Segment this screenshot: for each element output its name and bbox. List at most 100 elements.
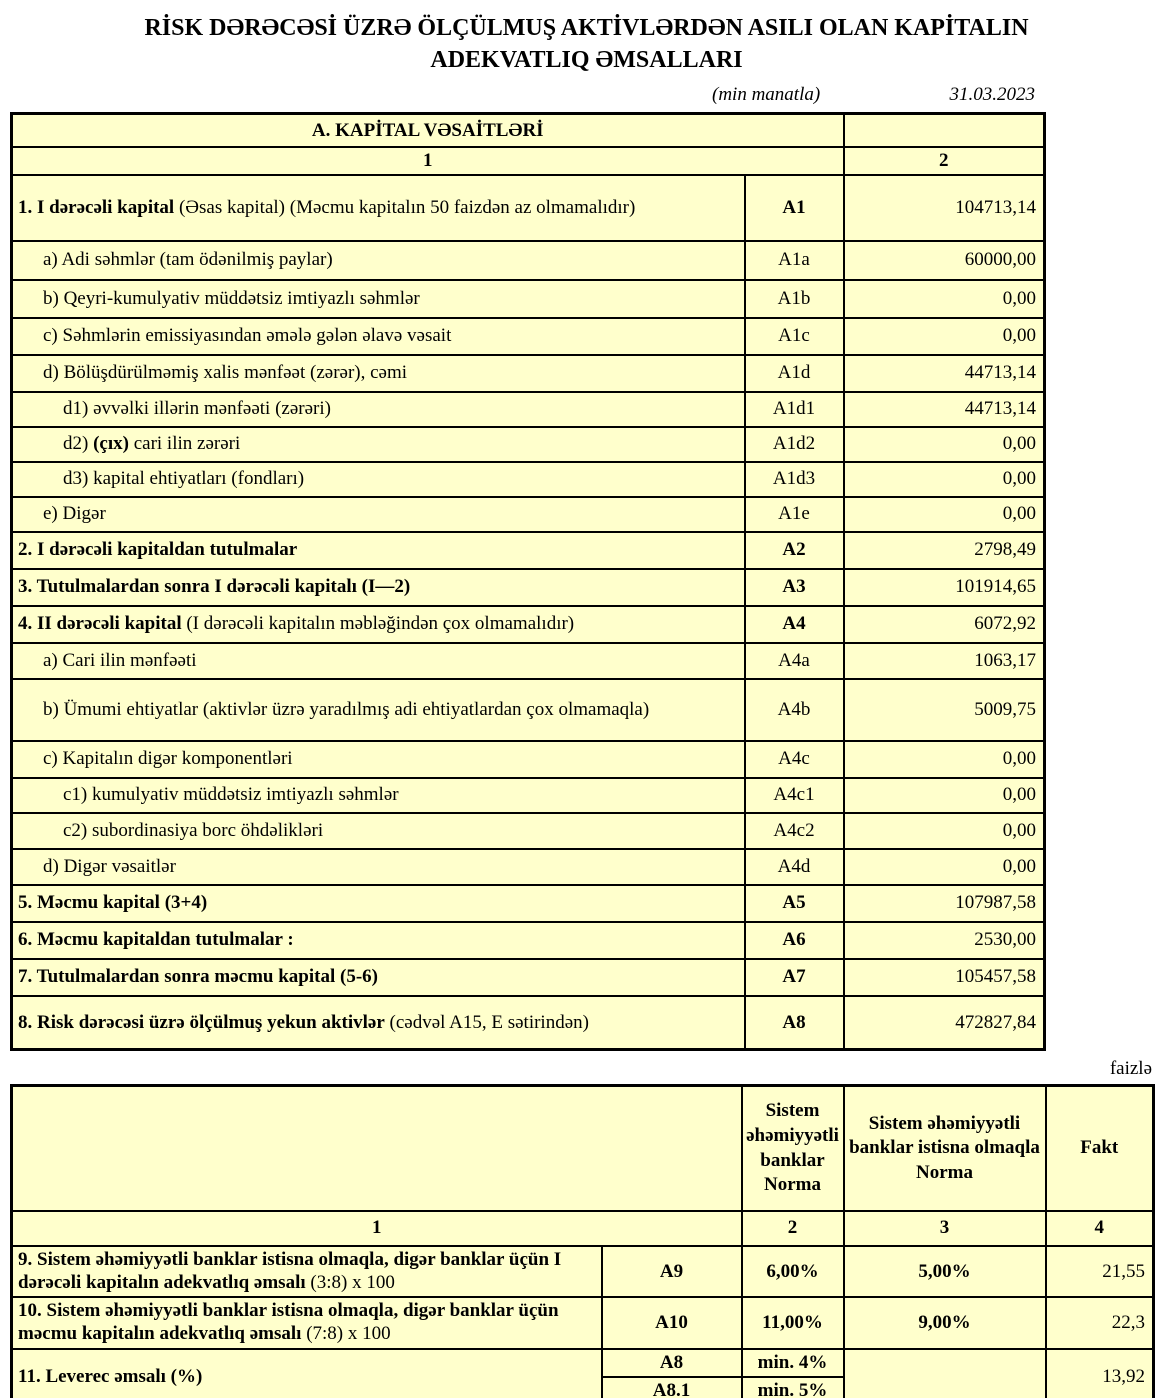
row-label: 1. I dərəcəli kapital (Əsas kapital) (Mə… — [10, 173, 746, 242]
row-code: A1c — [743, 316, 845, 356]
table-row: c) Səhmlərin emissiyasından əmələ gələn … — [10, 316, 1046, 356]
row-value: 5009,75 — [842, 677, 1046, 742]
table-row: 11. Leverec əmsalı (%) A8 min. 4% 13,92 — [10, 1348, 1155, 1398]
row-other-norma: 9,00% — [842, 1296, 1047, 1351]
table-row: 6. Məcmu kapitaldan tutulmalar : A6 2530… — [10, 920, 1046, 960]
leverage-row-label: 11. Leverec əmsalı (%) — [10, 1348, 603, 1398]
row-label: c1) kumulyativ müddətsiz imtiyazlı səhml… — [10, 776, 746, 814]
row-code: A4c — [743, 739, 845, 779]
row-label: e) Digər — [10, 495, 746, 533]
table-row: d) Digər vəsaitlər A4d 0,00 — [10, 847, 1046, 886]
unit-note: (min manatla) — [712, 84, 821, 106]
row-label: c) Səhmlərin emissiyasından əmələ gələn … — [10, 316, 746, 356]
row-value: 0,00 — [842, 425, 1046, 463]
row-value: 0,00 — [842, 460, 1046, 498]
row-value: 2530,00 — [842, 920, 1046, 960]
table-row: c2) subordinasiya borc öhdəlikləri A4c2 … — [10, 811, 1046, 850]
row-label: 5. Məcmu kapital (3+4) — [10, 883, 746, 923]
row-value: 0,00 — [842, 495, 1046, 533]
ratio-table: Sistem əhəmiyyətli banklar Norma Sistem … — [10, 1084, 1155, 1398]
report-title-line2: ADEKVATLIQ ƏMSALLARI — [430, 46, 743, 73]
row-value: 101914,65 — [842, 567, 1046, 607]
row-label: 9. Sistem əhəmiyyətli banklar istisna ol… — [10, 1244, 603, 1299]
table-row: b) Qeyri-kumulyativ müddətsiz imtiyazlı … — [10, 278, 1046, 319]
table-row: d3) kapital ehtiyatları (fondları) A1d3 … — [10, 460, 1046, 498]
row-label: 6. Məcmu kapitaldan tutulmalar : — [10, 920, 746, 960]
row-label: d1) əvvəlki illərin mənfəəti (zərəri) — [10, 390, 746, 428]
ratio-table-header-sys-norma: Sistem əhəmiyyətli banklar Norma — [740, 1084, 845, 1212]
table-row: 1. I dərəcəli kapital (Əsas kapital) (Mə… — [10, 173, 1046, 242]
table-row: 9. Sistem əhəmiyyətli banklar istisna ol… — [10, 1244, 1155, 1299]
row-label: d) Bölüşdürülməmiş xalis mənfəət (zərər)… — [10, 353, 746, 393]
row-label: 2. I dərəcəli kapitaldan tutulmalar — [10, 530, 746, 570]
capital-table-colnum-2: 2 — [842, 145, 1046, 176]
row-value: 60000,00 — [842, 239, 1046, 281]
capital-table-header-empty-cell — [842, 112, 1046, 148]
table-row: d) Bölüşdürülməmiş xalis mənfəət (zərər)… — [10, 353, 1046, 393]
row-code: A1d1 — [743, 390, 845, 428]
table-row: c1) kumulyativ müddətsiz imtiyazlı səhml… — [10, 776, 1046, 814]
report-title: RİSK DƏRƏCƏSİ ÜZRƏ ÖLÇÜLMUŞ AKTİVLƏRDƏN … — [0, 13, 1173, 76]
row-label: b) Ümumi ehtiyatlar (aktivlər üzrə yarad… — [10, 677, 746, 742]
row-label: 10. Sistem əhəmiyyətli banklar istisna o… — [10, 1296, 603, 1351]
table-row: 10. Sistem əhəmiyyətli banklar istisna o… — [10, 1296, 1155, 1351]
row-value: 107987,58 — [842, 883, 1046, 923]
meta-row: (min manatla) 31.03.2023 — [0, 84, 1173, 110]
row-value: 0,00 — [842, 739, 1046, 779]
row-label: c) Kapitalın digər komponentləri — [10, 739, 746, 779]
row-code: A5 — [743, 883, 845, 923]
row-code: A6 — [743, 920, 845, 960]
row-label: b) Qeyri-kumulyativ müddətsiz imtiyazlı … — [10, 278, 746, 319]
row-value: 6072,92 — [842, 604, 1046, 644]
row-code: A1 — [743, 173, 845, 242]
row-sys-norma: 11,00% — [740, 1296, 845, 1351]
row-code: A4c1 — [743, 776, 845, 814]
row-value: 0,00 — [842, 278, 1046, 319]
row-value: 0,00 — [842, 811, 1046, 850]
row-fakt: 21,55 — [1044, 1244, 1155, 1299]
row-value: 2798,49 — [842, 530, 1046, 570]
row-code: A1d — [743, 353, 845, 393]
row-label: 7. Tutulmalardan sonra məcmu kapital (5-… — [10, 957, 746, 997]
row-code: A1d2 — [743, 425, 845, 463]
report-title-line1: RİSK DƏRƏCƏSİ ÜZRƏ ÖLÇÜLMUŞ AKTİVLƏRDƏN … — [144, 15, 1029, 41]
leverage-fakt: 13,92 — [1044, 1348, 1155, 1398]
row-code: A4a — [743, 641, 845, 680]
row-value: 1063,17 — [842, 641, 1046, 680]
row-value: 105457,58 — [842, 957, 1046, 997]
row-fakt: 22,3 — [1044, 1296, 1155, 1351]
ratio-table-colnum-4: 4 — [1044, 1209, 1155, 1247]
row-code: A2 — [743, 530, 845, 570]
capital-table-colnum-1: 1 — [10, 145, 845, 176]
row-value: 472827,84 — [842, 994, 1046, 1051]
row-code: A1a — [743, 239, 845, 281]
row-value: 0,00 — [842, 316, 1046, 356]
row-label: 8. Risk dərəcəsi üzrə ölçülmuş yekun akt… — [10, 994, 746, 1051]
ratio-table-colnum-3: 3 — [842, 1209, 1047, 1247]
table-row: a) Cari ilin mənfəəti A4a 1063,17 — [10, 641, 1046, 680]
ratio-table-header-fakt: Fakt — [1044, 1084, 1155, 1212]
row-value: 44713,14 — [842, 390, 1046, 428]
row-code: A1e — [743, 495, 845, 533]
table-row: e) Digər A1e 0,00 — [10, 495, 1046, 533]
row-value: 104713,14 — [842, 173, 1046, 242]
table-row: 3. Tutulmalardan sonra I dərəcəli kapita… — [10, 567, 1046, 607]
row-code: A4d — [743, 847, 845, 886]
table-row: A8.1 min. 5% — [12, 1376, 1154, 1398]
table-row: c) Kapitalın digər komponentləri A4c 0,0… — [10, 739, 1046, 779]
leverage-sub-norma: min. 4% — [740, 1348, 845, 1379]
row-code: A4 — [743, 604, 845, 644]
table-row: 2. I dərəcəli kapitaldan tutulmalar A2 2… — [10, 530, 1046, 570]
table-row: a) Adi səhmlər (tam ödənilmiş paylar) A1… — [10, 239, 1046, 281]
row-code: A9 — [600, 1244, 743, 1299]
table-row: d2) (çıx) cari ilin zərəri A1d2 0,00 — [10, 425, 1046, 463]
leverage-sub-code: A8 — [600, 1348, 743, 1379]
capital-table: A. KAPİTAL VƏSAİTLƏRİ 1 2 1. I dərəcəli … — [10, 112, 1046, 1052]
capital-table-section-header: A. KAPİTAL VƏSAİTLƏRİ — [10, 112, 845, 148]
row-code: A1d3 — [743, 460, 845, 498]
ratio-table-header-other-norma: Sistem əhəmiyyətli banklar istisna olmaq… — [842, 1084, 1047, 1212]
report-date: 31.03.2023 — [949, 84, 1036, 106]
ratio-table-colnum-2: 2 — [740, 1209, 845, 1247]
row-code: A4b — [743, 677, 845, 742]
